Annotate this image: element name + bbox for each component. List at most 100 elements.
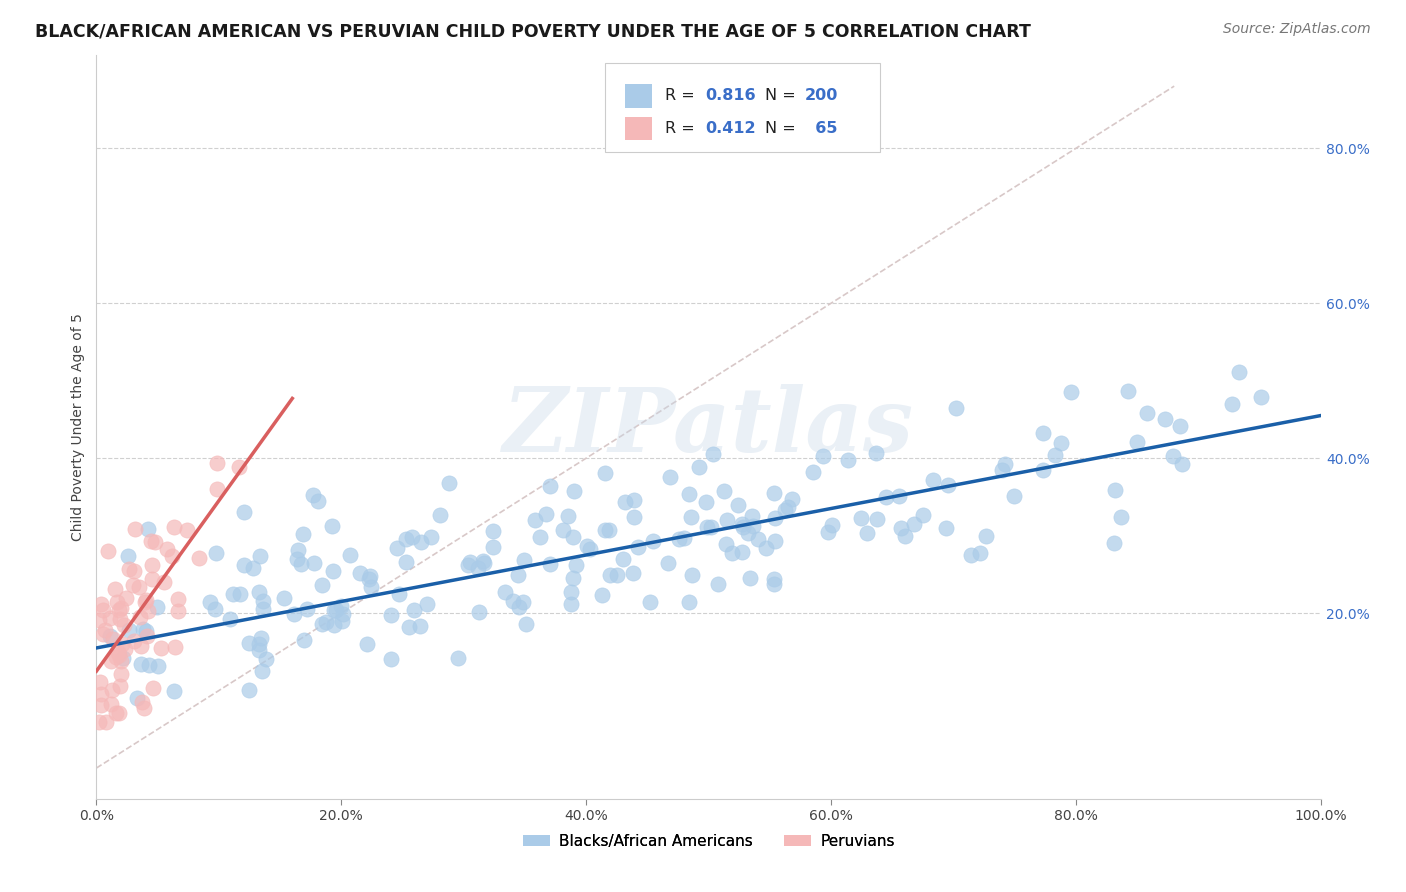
Point	[124, 522, 146, 536]
Point	[283, 607, 305, 622]
Point	[821, 517, 844, 532]
Point	[515, 616, 537, 631]
Text: BLACK/AFRICAN AMERICAN VS PERUVIAN CHILD POVERTY UNDER THE AGE OF 5 CORRELATION : BLACK/AFRICAN AMERICAN VS PERUVIAN CHILD…	[35, 22, 1031, 40]
Point	[131, 695, 153, 709]
Point	[307, 494, 329, 508]
Point	[560, 585, 582, 599]
Point	[560, 597, 582, 611]
Point	[643, 534, 665, 549]
Point	[851, 511, 873, 525]
Point	[763, 577, 786, 591]
Point	[142, 681, 165, 696]
Point	[100, 698, 122, 712]
Point	[714, 537, 737, 551]
Point	[380, 608, 402, 623]
Point	[103, 632, 125, 646]
Point	[110, 667, 132, 681]
Point	[457, 558, 479, 572]
Point	[738, 572, 761, 586]
Point	[727, 498, 749, 512]
Point	[638, 595, 661, 609]
Point	[166, 604, 188, 618]
Point	[252, 602, 274, 616]
Point	[291, 527, 314, 541]
Point	[875, 491, 897, 505]
Point	[1171, 457, 1194, 471]
Point	[482, 524, 505, 538]
Point	[623, 493, 645, 508]
Point	[322, 618, 344, 632]
Point	[936, 478, 959, 492]
Point	[408, 619, 430, 633]
Point	[627, 540, 650, 554]
Text: R =: R =	[665, 121, 700, 136]
Point	[780, 491, 803, 506]
Point	[135, 593, 157, 607]
Point	[502, 594, 524, 608]
Point	[472, 556, 495, 570]
FancyBboxPatch shape	[626, 84, 652, 108]
Point	[166, 592, 188, 607]
Point	[763, 572, 786, 586]
Point	[681, 568, 703, 582]
Point	[1104, 483, 1126, 497]
Point	[176, 523, 198, 537]
Point	[401, 530, 423, 544]
Point	[591, 588, 613, 602]
Point	[482, 540, 505, 554]
Point	[506, 568, 529, 582]
Point	[110, 654, 132, 668]
Point	[512, 595, 534, 609]
Point	[302, 556, 325, 570]
Point	[90, 687, 112, 701]
Point	[801, 465, 824, 479]
Point	[252, 593, 274, 607]
Point	[134, 595, 156, 609]
Point	[163, 519, 186, 533]
Y-axis label: Child Poverty Under the Age of 5: Child Poverty Under the Age of 5	[72, 313, 86, 541]
Point	[385, 541, 408, 555]
Point	[156, 542, 179, 557]
Point	[565, 558, 588, 572]
Point	[623, 510, 645, 524]
Point	[222, 587, 245, 601]
Point	[731, 545, 754, 559]
Point	[813, 450, 835, 464]
Point	[524, 513, 547, 527]
Point	[557, 509, 579, 524]
Point	[357, 572, 380, 586]
Point	[100, 654, 122, 668]
Point	[707, 577, 730, 591]
Point	[990, 463, 1012, 477]
Point	[593, 523, 616, 537]
Point	[149, 641, 172, 656]
Point	[205, 483, 228, 497]
Text: ZIPatlas: ZIPatlas	[503, 384, 914, 470]
Point	[207, 456, 229, 470]
Point	[302, 487, 325, 501]
Point	[125, 690, 148, 705]
Point	[163, 684, 186, 698]
Point	[960, 548, 983, 562]
Point	[702, 447, 724, 461]
Text: 200: 200	[804, 88, 838, 103]
Point	[411, 535, 433, 549]
Point	[429, 508, 451, 523]
Point	[114, 591, 136, 606]
Point	[146, 659, 169, 673]
Point	[865, 446, 887, 460]
Point	[598, 523, 620, 537]
Point	[388, 587, 411, 601]
Point	[1032, 463, 1054, 477]
Point	[321, 519, 343, 533]
Point	[974, 529, 997, 543]
Point	[1168, 419, 1191, 434]
Point	[330, 614, 353, 628]
Point	[890, 521, 912, 535]
Point	[122, 578, 145, 592]
Point	[238, 636, 260, 650]
Point	[1043, 448, 1066, 462]
Point	[229, 587, 252, 601]
Point	[562, 530, 585, 544]
Point	[534, 507, 557, 521]
